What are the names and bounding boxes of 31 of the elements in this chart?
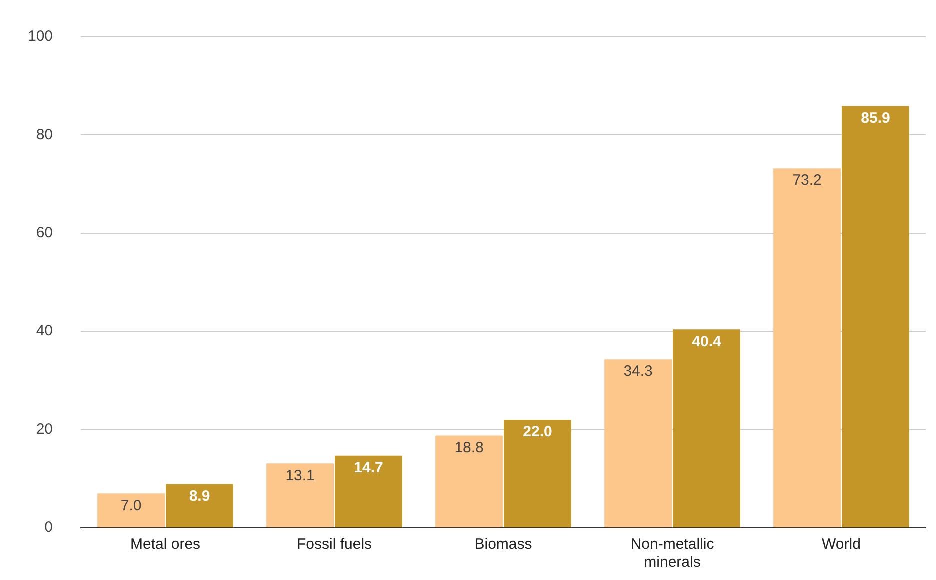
x-tick-label: World [822,536,861,554]
y-tick-label: 60 [36,224,54,242]
x-tick-label: Fossil fuels [297,536,372,554]
bar [504,420,572,528]
bar [266,464,334,528]
y-tick-label: 80 [36,126,54,144]
bar [604,360,672,528]
bar [335,456,402,528]
x-tick-label: Biomass [474,536,532,554]
y-tick-label: 0 [44,519,54,536]
data-label: 14.7 [354,459,384,476]
y-tick-label: 20 [36,420,54,438]
data-label: 85.9 [861,110,890,127]
data-label: 18.8 [454,439,484,456]
data-label: 8.9 [189,488,210,505]
data-label: 22.0 [523,424,552,441]
data-label: 13.1 [286,467,315,484]
data-label: 73.2 [792,172,822,190]
bar [166,484,234,528]
y-tick-label: 40 [36,322,54,340]
bar [774,168,841,528]
bar [436,436,503,528]
data-label: 40.4 [692,333,722,350]
data-label: 34.3 [624,363,653,380]
data-label: 7.0 [120,497,142,514]
bar [673,330,740,528]
x-tick-label: Non-metallic minerals [630,536,715,572]
y-tick-label: 100 [28,28,54,46]
bar [842,106,910,528]
bar [98,494,166,528]
x-tick-label: Metal ores [130,536,201,554]
